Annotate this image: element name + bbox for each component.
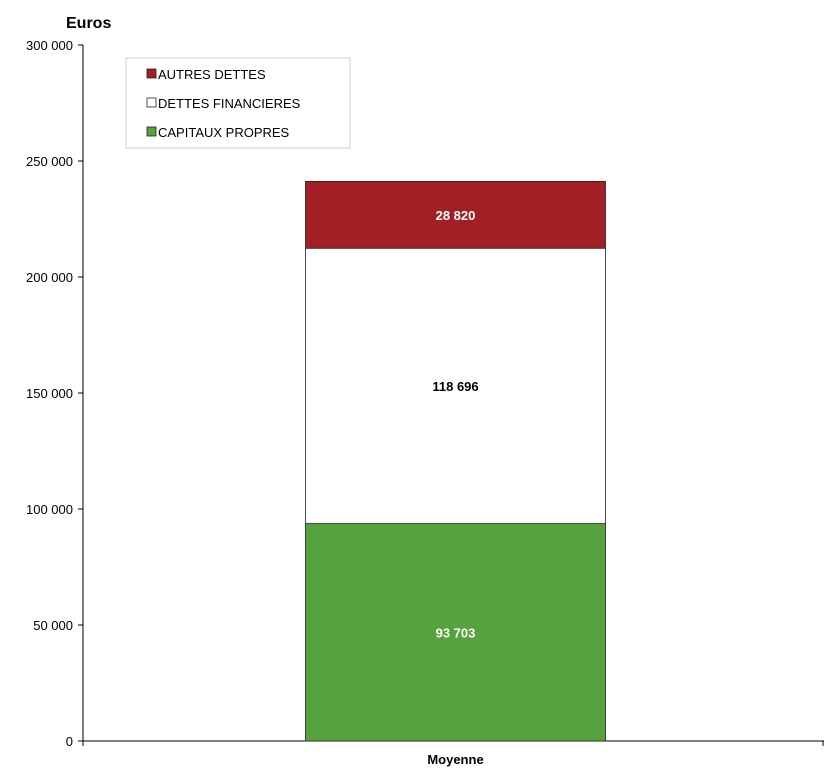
y-tick-label: 50 000 <box>33 618 73 633</box>
x-axis: Moyenne <box>82 740 824 767</box>
bar-segment-dettes-financieres <box>305 247 606 525</box>
bar-stack: 93 703 118 696 28 820 <box>305 180 606 742</box>
legend-swatch <box>146 68 157 79</box>
y-axis-title: Euros <box>66 15 111 32</box>
y-tick-label: 0 <box>66 734 73 749</box>
data-label-capitaux-propres: 93 703 <box>436 625 476 640</box>
y-tick-label: 100 000 <box>26 502 73 517</box>
legend-label: CAPITAUX PROPRES <box>158 125 290 140</box>
legend: AUTRES DETTES DETTES FINANCIERES CAPITAUX … <box>125 57 351 149</box>
bar-segment-autres-dettes <box>305 180 606 249</box>
y-tick-label: 300 000 <box>26 38 73 53</box>
legend-swatch <box>146 97 157 108</box>
y-axis: 0 50 000 100 000 150 000 200 000 250 000 300 0… <box>26 38 84 749</box>
x-category-label: Moyenne <box>427 752 483 767</box>
bar-segment-capitaux-propres <box>305 523 606 742</box>
y-tick-label: 250 000 <box>26 154 73 169</box>
legend-label: AUTRES DETTES <box>158 67 266 82</box>
data-label-autres-dettes: 28 820 <box>436 208 476 223</box>
data-label-dettes-financieres: 118 696 <box>432 379 478 394</box>
legend-label: DETTES FINANCIERES <box>158 96 301 111</box>
y-tick-label: 150 000 <box>26 386 73 401</box>
y-tick-label: 200 000 <box>26 270 73 285</box>
legend-box <box>125 57 351 149</box>
legend-swatch <box>146 126 157 137</box>
